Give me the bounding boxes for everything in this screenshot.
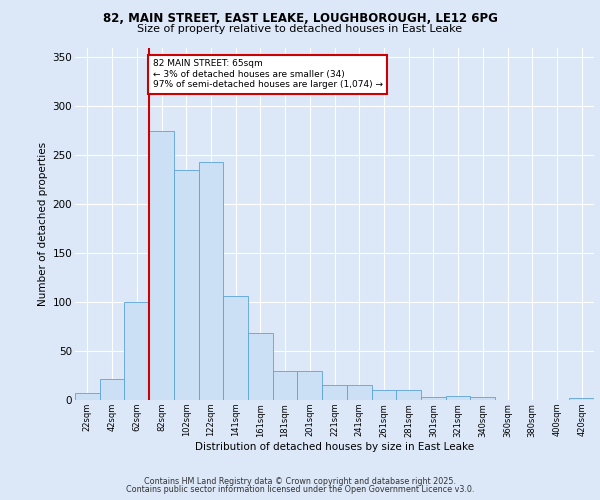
Text: Contains HM Land Registry data © Crown copyright and database right 2025.: Contains HM Land Registry data © Crown c… <box>144 477 456 486</box>
Bar <box>199 162 223 400</box>
Text: 82, MAIN STREET, EAST LEAKE, LOUGHBOROUGH, LE12 6PG: 82, MAIN STREET, EAST LEAKE, LOUGHBOROUG… <box>103 12 497 26</box>
Bar <box>446 396 470 400</box>
Text: 82 MAIN STREET: 65sqm
← 3% of detached houses are smaller (34)
97% of semi-detac: 82 MAIN STREET: 65sqm ← 3% of detached h… <box>153 59 383 89</box>
Bar <box>248 334 273 400</box>
Bar <box>371 390 396 400</box>
Text: Contains public sector information licensed under the Open Government Licence v3: Contains public sector information licen… <box>126 485 474 494</box>
Y-axis label: Number of detached properties: Number of detached properties <box>38 142 49 306</box>
Bar <box>421 397 446 400</box>
Bar <box>100 380 124 400</box>
Bar <box>75 393 100 400</box>
Text: Size of property relative to detached houses in East Leake: Size of property relative to detached ho… <box>137 24 463 34</box>
Bar <box>223 296 248 400</box>
Bar <box>273 370 298 400</box>
Bar <box>396 390 421 400</box>
Bar <box>124 302 149 400</box>
Bar <box>322 386 347 400</box>
Bar <box>569 398 594 400</box>
Bar <box>149 130 174 400</box>
Bar <box>174 170 199 400</box>
Bar <box>347 386 371 400</box>
X-axis label: Distribution of detached houses by size in East Leake: Distribution of detached houses by size … <box>195 442 474 452</box>
Bar <box>298 370 322 400</box>
Bar <box>470 397 495 400</box>
